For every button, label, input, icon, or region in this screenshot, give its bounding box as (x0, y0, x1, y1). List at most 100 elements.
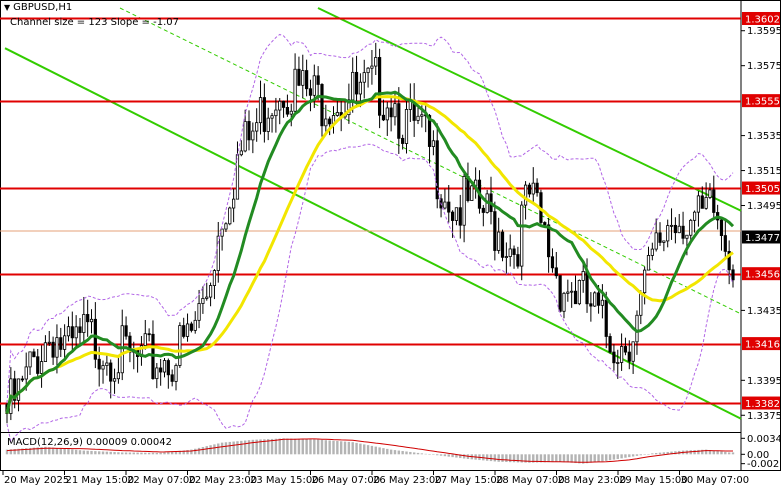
macd-histogram-bar (44, 446, 47, 455)
macd-histogram-bar (170, 451, 174, 455)
macd-histogram-bar (228, 441, 231, 455)
macd-histogram-bar (209, 445, 212, 455)
candle-body (543, 222, 547, 226)
candle-body (562, 292, 566, 312)
time-tick-label: 27 May 15:00 (435, 475, 504, 486)
macd-histogram-bar (651, 453, 654, 455)
dropdown-triangle-icon: ▼ (4, 3, 11, 12)
candle-body (324, 118, 328, 127)
candle-body (431, 140, 435, 147)
macd-histogram-bar (493, 454, 497, 462)
macd-histogram-bar (343, 441, 347, 455)
candle-body (454, 207, 459, 221)
time-tick-label: 28 May 07:00 (496, 475, 565, 486)
candle-body (416, 115, 420, 121)
macd-histogram-bar (578, 454, 581, 464)
candle-body (658, 232, 662, 243)
time-tick-label: 28 May 23:00 (558, 475, 627, 486)
macd-histogram-bar (558, 454, 562, 462)
candle-body (55, 337, 59, 358)
macd-histogram-bar (555, 454, 558, 462)
candle-body (212, 270, 217, 286)
candle-body (427, 115, 432, 147)
candle-body (650, 248, 654, 256)
macd-histogram-bar (428, 454, 431, 455)
time-tick-label: 22 May 07:00 (127, 475, 196, 486)
candle-body (39, 361, 44, 374)
macd-histogram-bar (351, 442, 354, 455)
candle-body (493, 211, 497, 251)
candle-body (681, 225, 685, 239)
macd-histogram-bar (220, 442, 224, 455)
candle-body (316, 75, 320, 85)
candle-body (347, 99, 351, 116)
macd-histogram-bar (497, 454, 500, 462)
candle-body (320, 84, 324, 127)
candle-body (266, 117, 270, 132)
macd-histogram-bar (274, 438, 278, 455)
macd-histogram-bar (313, 439, 316, 455)
candle-body (78, 326, 82, 333)
candle-body (109, 362, 113, 382)
candle-body (616, 362, 620, 364)
macd-histogram-bar (159, 452, 162, 455)
macd-histogram-bar (121, 452, 124, 455)
macd-histogram-bar (178, 450, 182, 455)
candle-body (274, 109, 278, 117)
candle-body (147, 333, 151, 336)
time-tick-label: 22 May 23:00 (189, 475, 258, 486)
candle-body (101, 365, 105, 370)
macd-histogram-bar (666, 451, 669, 455)
candles (5, 42, 735, 424)
candle-body (504, 256, 508, 258)
candle-body (635, 314, 639, 343)
macd-histogram-bar (532, 454, 535, 463)
candle-body (28, 351, 32, 368)
price-tick-label: 1.3515 (747, 166, 781, 177)
candle-body (643, 269, 647, 294)
candle-body (435, 140, 439, 200)
candle-body (162, 360, 167, 373)
macd-histogram-bar (551, 454, 554, 463)
macd-histogram-bar (635, 454, 639, 456)
macd-histogram-bar (201, 446, 205, 455)
candle-body (589, 303, 593, 307)
level-price-box (742, 396, 780, 410)
macd-histogram-bar (90, 450, 93, 455)
macd-histogram-bar (359, 443, 362, 455)
macd-histogram-bar (251, 439, 255, 455)
macd-histogram-bar (55, 447, 59, 455)
macd-histogram-bar (701, 449, 704, 455)
candle-body (366, 67, 370, 74)
candle-body (577, 279, 581, 305)
candle-body (63, 335, 67, 350)
macd-histogram-bar (704, 449, 708, 455)
candle-body (105, 362, 109, 366)
candle-body (205, 296, 209, 299)
macd-histogram-bar (213, 444, 216, 455)
candle-body (47, 341, 51, 344)
macd-histogram-bar (489, 454, 493, 462)
macd-histogram-bar (459, 454, 462, 459)
level-price-box (742, 11, 780, 25)
macd-histogram-bar (662, 452, 666, 455)
support-resistance-levels (0, 17, 741, 405)
candle-body (116, 372, 120, 380)
macd-histogram-bar (190, 449, 193, 455)
macd-histogram-bar (628, 454, 631, 458)
current-price-label: 1.3477 (745, 233, 780, 244)
macd-histogram-bar (155, 452, 159, 455)
candle-body (535, 182, 539, 194)
candle-body (247, 121, 251, 141)
macd-histogram-bar (109, 451, 112, 455)
candle-body (93, 318, 97, 360)
macd-histogram-bar (217, 443, 220, 455)
macd-histogram-bar (17, 448, 20, 455)
candle-body (692, 211, 697, 221)
candle-body (516, 254, 520, 267)
macd-histogram-bar (48, 447, 51, 455)
candle-body (558, 275, 562, 312)
level-price-box (742, 267, 780, 281)
macd-histogram-bar (290, 438, 293, 455)
